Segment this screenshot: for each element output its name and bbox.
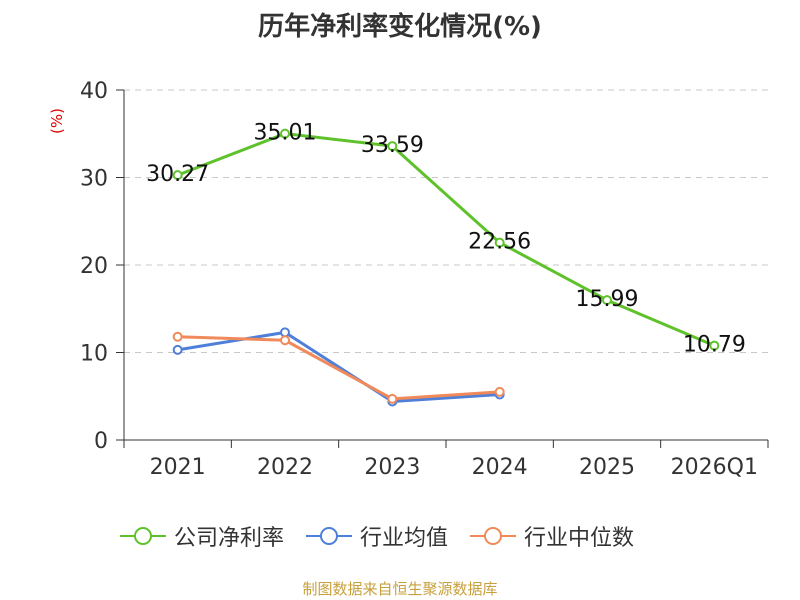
y-tick-label: 20 [80, 254, 108, 279]
legend-item-industry-avg[interactable]: 行业均值 [306, 520, 448, 552]
x-tick-label: 2026Q1 [671, 455, 758, 480]
grid-lines [124, 89, 768, 353]
legend-marker-company [120, 527, 166, 545]
legend: 公司净利率 行业均值 行业中位数 [120, 520, 656, 552]
data-point [494, 237, 505, 248]
source-note: 制图数据来自恒生聚源数据库 [302, 580, 498, 598]
data-point [387, 393, 398, 404]
legend-label-industry-median: 行业中位数 [524, 526, 635, 551]
data-point [280, 327, 290, 338]
data-point [387, 141, 398, 152]
data-label: 10.79 [683, 333, 746, 358]
legend-marker-industry-median [470, 527, 517, 545]
series-line [177, 335, 500, 401]
chart-title: 历年净利率变化情况(%) [258, 12, 542, 42]
legend-item-industry-median[interactable]: 行业中位数 [470, 520, 634, 552]
data-point [280, 335, 290, 346]
legend-item-company[interactable]: 公司净利率 [120, 520, 284, 552]
x-tick-label: 2023 [364, 455, 420, 480]
data-label: 35.01 [254, 121, 317, 146]
series-line [177, 330, 500, 403]
x-tick-label: 2024 [472, 455, 528, 480]
axes: 0 10 20 30 40 2021 2022 2023 2024 2025 2026Q1 [80, 79, 769, 480]
data-point [280, 128, 290, 139]
y-tick-label: 0 [94, 429, 108, 454]
legend-label-company: 公司净利率 [174, 526, 285, 551]
x-tick-label: 2025 [579, 455, 635, 480]
data-point [172, 344, 183, 355]
y-tick-label: 40 [80, 79, 108, 104]
x-tick-label: 2021 [150, 455, 206, 480]
legend-marker-industry-avg [306, 527, 353, 545]
series-line [177, 132, 715, 347]
data-label: 15.99 [576, 287, 639, 312]
data-point [494, 386, 505, 397]
series-layer [172, 128, 720, 407]
legend-label-industry-avg: 行业均值 [360, 526, 449, 551]
data-label: 30.27 [146, 162, 209, 187]
data-labels: 30.27 35.01 33.59 22.56 15.99 10.79 [146, 121, 746, 358]
y-tick-label: 30 [80, 167, 108, 192]
data-label: 33.59 [361, 133, 424, 158]
y-tick-label: 10 [80, 342, 108, 367]
data-point [709, 340, 720, 351]
x-tick-label: 2022 [257, 455, 313, 480]
data-label: 22.56 [468, 230, 531, 255]
data-point [602, 295, 612, 306]
data-point [172, 331, 183, 342]
data-point [172, 170, 183, 181]
